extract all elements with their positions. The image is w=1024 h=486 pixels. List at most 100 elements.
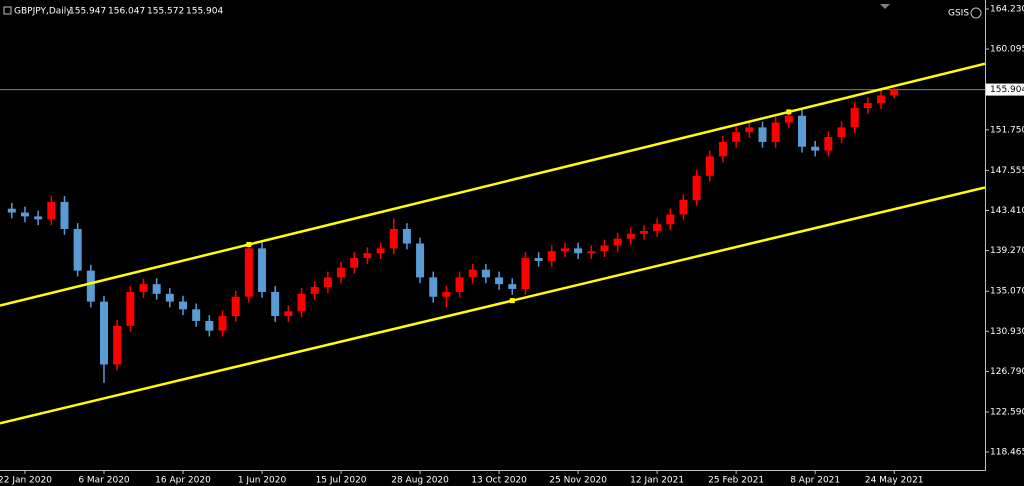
candle-body (363, 253, 372, 259)
y-tick-label: 126.790 (990, 367, 1024, 377)
candle-body (442, 291, 451, 297)
plot-area (0, 62, 985, 425)
candle-body (508, 284, 517, 290)
candle-body (244, 248, 253, 297)
candle-body (547, 251, 556, 261)
candle-body (666, 214, 675, 225)
candle-body (745, 127, 754, 133)
symbol-icon (3, 6, 12, 15)
candle-body (824, 137, 833, 151)
y-tick-label: 143.410 (990, 206, 1024, 216)
candle-body (60, 201, 69, 229)
x-tick-label: 12 Jan 2021 (630, 476, 684, 486)
x-tick-label: 25 Feb 2021 (708, 476, 764, 486)
candle-body (113, 325, 122, 365)
candle-body (99, 301, 108, 365)
candle-body (7, 208, 16, 213)
candle-body (165, 293, 174, 302)
candle-body (692, 175, 701, 200)
candle-body (179, 301, 188, 310)
y-tick-label: 130.930 (990, 327, 1024, 337)
trend-line (0, 186, 985, 425)
trend-anchor (246, 241, 252, 247)
candle-body (86, 270, 95, 302)
candle-body (732, 132, 741, 142)
candle-body (850, 108, 859, 128)
candle-body (718, 141, 727, 157)
y-tick-label: 164.230 (990, 5, 1024, 15)
candle-body (73, 228, 82, 271)
x-tick-label: 13 Oct 2020 (471, 476, 527, 486)
candle-body (376, 248, 385, 254)
candle-body (416, 243, 425, 278)
candle-body (126, 291, 135, 326)
y-tick-label: 139.270 (990, 246, 1024, 256)
candle-body (429, 277, 438, 297)
candle-body (877, 95, 886, 104)
candle-body (653, 224, 662, 231)
candle-body (534, 258, 543, 261)
header-value: 155.904 (186, 7, 223, 17)
y-tick-label: 160.095 (990, 45, 1024, 55)
y-tick-label: 151.750 (990, 125, 1024, 135)
candle-body (600, 245, 609, 252)
candle-body (323, 277, 332, 288)
candle-body (231, 296, 240, 317)
candle-body (495, 277, 504, 285)
candle-body (784, 115, 793, 123)
candle-body (560, 248, 569, 252)
candle-body (863, 103, 872, 109)
candle-body (679, 199, 688, 215)
x-tick-label: 16 Apr 2020 (155, 476, 211, 486)
x-tick-label: 1 Jun 2020 (238, 476, 287, 486)
candle-body (34, 216, 43, 220)
header-value: 155.947 (69, 7, 106, 17)
trend-anchor (509, 298, 515, 304)
trend-anchor (786, 109, 792, 115)
x-tick-label: 8 Apr 2021 (790, 476, 840, 486)
expert-icon[interactable] (970, 7, 982, 19)
candle-body (284, 311, 293, 317)
x-tick-label: 28 Aug 2020 (391, 476, 449, 486)
candle-body (139, 284, 148, 292)
last-price-label: 155.904 (990, 85, 1024, 95)
y-tick-label: 147.555 (990, 166, 1024, 176)
candle-body (613, 238, 622, 246)
candle-body (521, 258, 530, 290)
candle-body (218, 316, 227, 331)
candle-body (402, 228, 411, 244)
expert-name: GSIS (948, 9, 969, 19)
candle-body (811, 146, 820, 151)
header-value: 155.572 (147, 7, 184, 17)
x-tick-label: 15 Jul 2020 (316, 476, 367, 486)
candle-body (758, 127, 767, 142)
header-value: 156.047 (108, 7, 145, 17)
candle-body (310, 287, 319, 294)
chart-title: GBPJPY,Daily (14, 7, 72, 17)
candle-body (258, 248, 267, 292)
candle-body (639, 230, 648, 234)
shift-marker (880, 4, 890, 9)
candle-body (152, 284, 161, 294)
candle-body (574, 248, 583, 254)
candle-body (626, 233, 635, 239)
candle-body (205, 320, 214, 331)
candle-body (20, 212, 29, 217)
x-tick-label: 22 Jan 2020 (0, 476, 52, 486)
y-tick-label: 135.070 (990, 287, 1024, 297)
candle-body (297, 293, 306, 312)
x-tick-label: 25 Nov 2020 (549, 476, 607, 486)
y-tick-label: 118.465 (990, 447, 1024, 457)
trend-line (0, 62, 985, 307)
candle-body (350, 258, 359, 268)
candle-body (468, 269, 477, 278)
candle-body (271, 291, 280, 317)
candle-body (771, 122, 780, 142)
x-tick-label: 24 May 2021 (865, 476, 924, 486)
candle-body (890, 89, 899, 96)
candle-body (455, 277, 464, 292)
last-price-box (986, 83, 1024, 96)
